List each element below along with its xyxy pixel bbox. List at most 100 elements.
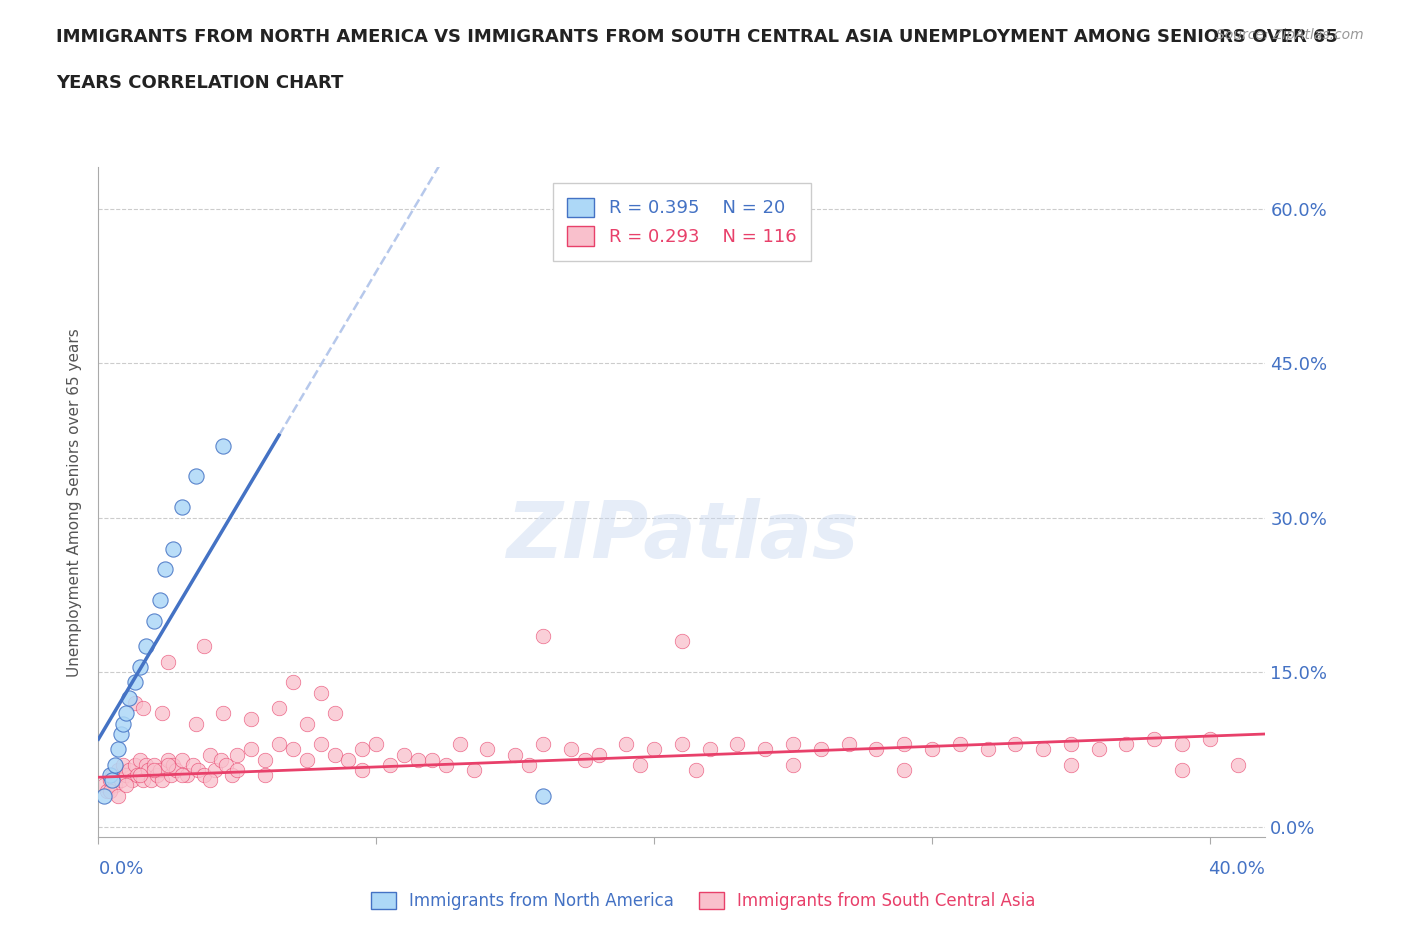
Point (727, 737, 749, 751)
Point (685, 763, 707, 777)
Point (104, 757, 127, 772)
Point (170, 500, 193, 515)
Point (148, 592, 170, 607)
Point (143, 613, 166, 628)
Point (135, 639, 157, 654)
Point (1060, 737, 1083, 751)
Point (162, 757, 184, 772)
Point (141, 773, 163, 788)
Point (129, 752, 152, 767)
Point (165, 763, 187, 777)
Point (1171, 763, 1194, 777)
Point (323, 747, 346, 762)
Point (184, 469, 207, 484)
Point (406, 752, 429, 767)
Point (124, 675, 146, 690)
Point (1171, 737, 1194, 751)
Point (254, 768, 277, 783)
Point (153, 562, 176, 577)
Point (193, 768, 215, 783)
Point (146, 768, 169, 783)
Point (337, 752, 360, 767)
Point (115, 778, 138, 793)
Point (159, 768, 181, 783)
Y-axis label: Unemployment Among Seniors over 65 years: Unemployment Among Seniors over 65 years (67, 328, 83, 677)
Point (754, 742, 776, 757)
Point (1060, 757, 1083, 772)
Text: Source: ZipAtlas.com: Source: ZipAtlas.com (1216, 28, 1364, 42)
Point (782, 737, 804, 751)
Point (110, 773, 132, 788)
Point (281, 675, 304, 690)
Point (1115, 737, 1137, 751)
Point (226, 763, 249, 777)
Point (204, 763, 226, 777)
Point (107, 789, 129, 804)
Point (560, 742, 582, 757)
Point (531, 629, 554, 644)
Point (148, 763, 170, 777)
Point (352, 742, 374, 757)
Point (380, 757, 402, 772)
Point (143, 763, 166, 777)
Point (156, 757, 179, 772)
Point (1143, 732, 1166, 747)
Point (187, 763, 209, 777)
Point (150, 706, 173, 721)
Point (150, 773, 173, 788)
Point (121, 773, 143, 788)
Point (893, 763, 915, 777)
Point (176, 768, 198, 783)
Point (254, 752, 277, 767)
Point (107, 742, 129, 757)
Text: 0.0%: 0.0% (98, 860, 143, 878)
Point (104, 778, 127, 793)
Point (96, 783, 118, 798)
Point (614, 737, 637, 751)
Point (1032, 742, 1054, 757)
Point (309, 685, 332, 700)
Point (352, 763, 374, 777)
Text: IMMIGRANTS FROM NORTH AMERICA VS IMMIGRANTS FROM SOUTH CENTRAL ASIA UNEMPLOYMENT: IMMIGRANTS FROM NORTH AMERICA VS IMMIGRA… (56, 28, 1339, 46)
Point (124, 696, 146, 711)
Legend: Immigrants from North America, Immigrants from South Central Asia: Immigrants from North America, Immigrant… (364, 885, 1042, 917)
Point (132, 773, 155, 788)
Point (212, 706, 235, 721)
Point (671, 737, 693, 751)
Point (170, 752, 193, 767)
Point (671, 634, 693, 649)
Point (127, 768, 149, 783)
Point (893, 737, 915, 751)
Text: 40.0%: 40.0% (1209, 860, 1265, 878)
Point (93, 789, 115, 804)
Point (420, 752, 443, 767)
Point (267, 701, 290, 716)
Legend: R = 0.395    N = 20, R = 0.293    N = 116: R = 0.395 N = 20, R = 0.293 N = 116 (553, 183, 811, 260)
Point (865, 742, 887, 757)
Point (434, 757, 457, 772)
Point (101, 768, 124, 783)
Point (193, 639, 215, 654)
Point (162, 541, 184, 556)
Point (181, 757, 204, 772)
Point (1198, 732, 1220, 747)
Point (138, 763, 160, 777)
Point (782, 757, 804, 772)
Point (503, 747, 526, 762)
Point (184, 716, 207, 731)
Point (810, 742, 832, 757)
Point (112, 716, 135, 731)
Point (115, 768, 138, 783)
Point (221, 768, 243, 783)
Point (366, 737, 388, 751)
Point (392, 747, 415, 762)
Point (156, 752, 179, 767)
Point (1226, 757, 1249, 772)
Point (574, 752, 596, 767)
Point (1087, 742, 1109, 757)
Point (226, 747, 249, 762)
Point (449, 737, 471, 751)
Point (132, 701, 155, 716)
Text: ZIPatlas: ZIPatlas (506, 498, 858, 574)
Point (949, 737, 972, 751)
